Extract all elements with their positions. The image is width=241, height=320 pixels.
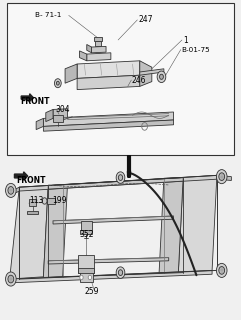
Polygon shape — [65, 64, 77, 83]
Polygon shape — [53, 109, 67, 118]
Circle shape — [42, 198, 47, 204]
Polygon shape — [87, 53, 111, 61]
Polygon shape — [217, 175, 231, 180]
Circle shape — [88, 275, 92, 280]
Circle shape — [116, 267, 125, 278]
Polygon shape — [14, 172, 28, 180]
Polygon shape — [87, 44, 92, 53]
Circle shape — [8, 275, 14, 283]
Bar — [81, 221, 92, 231]
Polygon shape — [92, 46, 106, 53]
Text: FRONT: FRONT — [20, 97, 50, 106]
Polygon shape — [43, 120, 174, 131]
Circle shape — [160, 74, 163, 79]
Text: 246: 246 — [131, 76, 146, 84]
Circle shape — [216, 170, 227, 184]
Bar — [94, 37, 102, 41]
Bar — [27, 211, 38, 214]
Text: 113: 113 — [29, 196, 43, 204]
Bar — [80, 272, 93, 282]
Polygon shape — [43, 185, 67, 277]
Circle shape — [157, 71, 166, 83]
Circle shape — [6, 183, 16, 197]
Text: 1: 1 — [183, 36, 188, 44]
Circle shape — [118, 175, 123, 180]
Polygon shape — [43, 112, 174, 126]
Bar — [78, 255, 94, 273]
Text: FRONT: FRONT — [16, 176, 46, 185]
Polygon shape — [140, 69, 164, 75]
Circle shape — [216, 263, 227, 277]
Polygon shape — [178, 175, 217, 273]
Bar — [29, 199, 36, 206]
Circle shape — [80, 275, 83, 280]
Circle shape — [118, 270, 123, 276]
Bar — [78, 268, 94, 273]
Text: 352: 352 — [80, 230, 94, 239]
Polygon shape — [77, 61, 140, 78]
Text: 199: 199 — [52, 196, 66, 205]
Polygon shape — [10, 270, 212, 283]
Circle shape — [56, 81, 59, 85]
Bar — [53, 115, 63, 122]
Polygon shape — [140, 61, 152, 86]
Bar — [95, 41, 101, 46]
Circle shape — [116, 172, 125, 183]
Polygon shape — [36, 118, 43, 130]
Text: B- 71-1: B- 71-1 — [35, 12, 61, 18]
Bar — [47, 198, 55, 204]
Polygon shape — [48, 178, 183, 189]
Circle shape — [219, 173, 225, 180]
Circle shape — [8, 187, 14, 194]
Polygon shape — [80, 51, 87, 61]
Polygon shape — [53, 216, 174, 224]
Text: B-01-75: B-01-75 — [181, 47, 209, 52]
Circle shape — [6, 272, 16, 286]
Circle shape — [219, 267, 225, 274]
Polygon shape — [10, 187, 19, 196]
Text: 304: 304 — [55, 105, 70, 114]
Bar — [80, 230, 92, 234]
Bar — [7, 3, 234, 155]
Polygon shape — [77, 75, 140, 90]
Polygon shape — [48, 258, 169, 264]
Text: 259: 259 — [84, 287, 99, 296]
Polygon shape — [21, 94, 33, 101]
Text: 247: 247 — [139, 15, 153, 24]
Polygon shape — [46, 109, 53, 122]
Circle shape — [54, 79, 61, 88]
Polygon shape — [159, 178, 183, 273]
Polygon shape — [19, 175, 217, 191]
Polygon shape — [10, 186, 48, 279]
